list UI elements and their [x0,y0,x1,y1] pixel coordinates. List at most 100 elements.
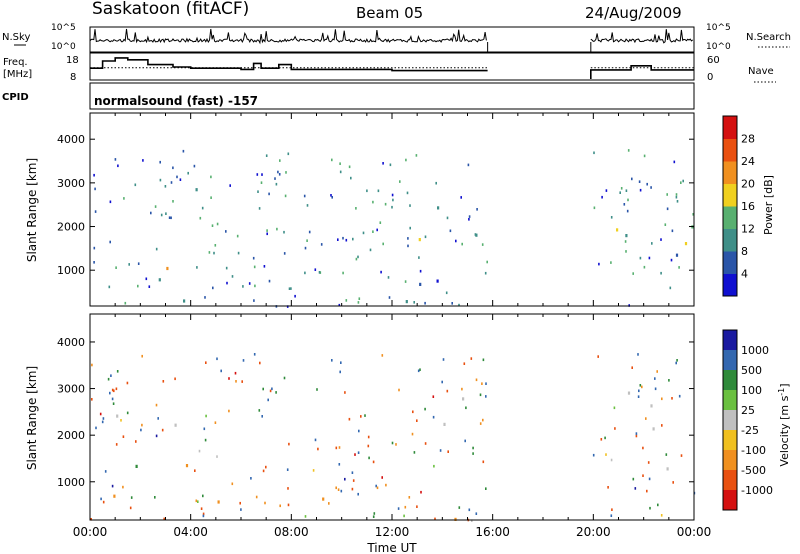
scatter-speckle [388,296,391,299]
scatter-cell [158,278,161,282]
scatter-speckle [467,163,470,167]
scatter-speckle [93,261,95,264]
scatter-speckle [601,195,603,199]
scatter-speckle [418,256,420,259]
scatter-speckle [407,244,409,248]
scatter-speckle [264,501,266,505]
scatter-speckle [592,453,595,457]
scatter-speckle [631,177,633,181]
scatter-speckle [231,275,234,278]
velocity-colorbar-cell [723,470,737,491]
scatter-speckle [231,482,234,486]
scatter-speckle [338,463,341,466]
scatter-speckle [634,487,637,490]
scatter-speckle [604,436,606,440]
scatter-speckle [442,358,445,361]
power-colorbar-tick: 28 [741,133,755,146]
scatter-speckle [123,197,125,200]
scatter-speckle [109,391,111,395]
scatter-speckle [482,358,485,362]
scatter-speckle [666,193,668,196]
scatter-speckle [344,391,346,394]
scatter-speckle [212,286,214,290]
power-colorbar-tick: 16 [741,200,755,213]
nsky-tick-top-right: 10^5 [706,23,731,33]
scatter-speckle [195,499,198,503]
scatter-speckle [373,512,376,515]
scatter-speckle [330,194,332,197]
scatter-speckle [647,461,650,464]
scatter-speckle [654,377,656,380]
velocity-colorbar-cell [723,450,737,471]
scatter-speckle [482,418,484,422]
scatter-speckle [288,442,290,446]
scatter-speckle [111,388,114,392]
scatter-speckle [104,470,107,473]
scatter-speckle [253,299,255,302]
scatter-cell [135,464,138,468]
scatter-speckle [464,439,466,443]
scatter-speckle [278,173,281,176]
velocity-colorbar-cell [723,410,737,431]
scatter-speckle [642,474,644,477]
scatter-speckle [670,258,673,262]
freq-trace [90,57,694,79]
scatter-speckle [379,221,382,224]
scatter-speckle [461,387,463,391]
nave-label: Nave [748,66,774,77]
scatter-speckle [610,216,613,219]
scatter-speckle [242,359,245,362]
scatter-speckle [340,361,342,364]
scatter-speckle [168,216,171,219]
scatter-speckle [290,287,292,290]
scatter-speckle [155,247,158,251]
scatter-speckle [461,242,463,246]
power-colorbar-tick: 8 [741,245,748,258]
y-tick-label: 1000 [57,476,85,489]
scatter-cell [185,464,189,468]
scatter-speckle [263,265,266,268]
scatter-speckle [675,193,678,196]
scatter-cell [616,228,619,232]
y-tick-label: 3000 [57,383,85,396]
power-colorbar-tick: 20 [741,178,755,191]
scatter-speckle [355,207,357,210]
scatter-speckle [220,369,222,373]
power-ylabel: Slant Range [km] [25,158,39,262]
scatter-speckle [225,230,227,233]
scatter-speckle [664,223,667,226]
scatter-speckle [304,271,306,275]
scatter-speckle [159,160,161,164]
time-tick-label: 00:00 [677,525,712,539]
scatter-cell [419,282,422,286]
scatter-speckle [610,514,613,517]
scatter-speckle [100,497,102,501]
scatter-speckle [306,239,308,242]
cpid-program-text: normalsound (fast) -157 [94,94,258,108]
scatter-speckle [283,252,286,255]
scatter-speckle [120,419,122,422]
scatter-speckle [201,206,204,210]
scatter-speckle [362,231,365,235]
scatter-cell [684,242,688,246]
scatter-speckle [110,374,112,377]
scatter-speckle [137,262,140,265]
scatter-speckle [646,182,648,186]
scatter-speckle [357,255,359,259]
scatter-speckle [275,391,277,394]
scatter-speckle [678,266,680,269]
scatter-speckle [165,212,167,215]
scatter-speckle [202,514,205,518]
date-title: 24/Aug/2009 [585,4,682,22]
scatter-cell [675,253,679,257]
scatter-speckle [364,414,366,417]
scatter-speckle [417,369,420,373]
scatter-speckle [458,506,461,509]
scatter-speckle [433,464,435,468]
scatter-speckle [357,451,360,454]
power-colorbar-cell [723,116,737,139]
scatter-speckle [93,246,96,250]
scatter-speckle [446,216,449,220]
scatter-speckle [637,395,640,398]
scatter-speckle [241,380,243,383]
